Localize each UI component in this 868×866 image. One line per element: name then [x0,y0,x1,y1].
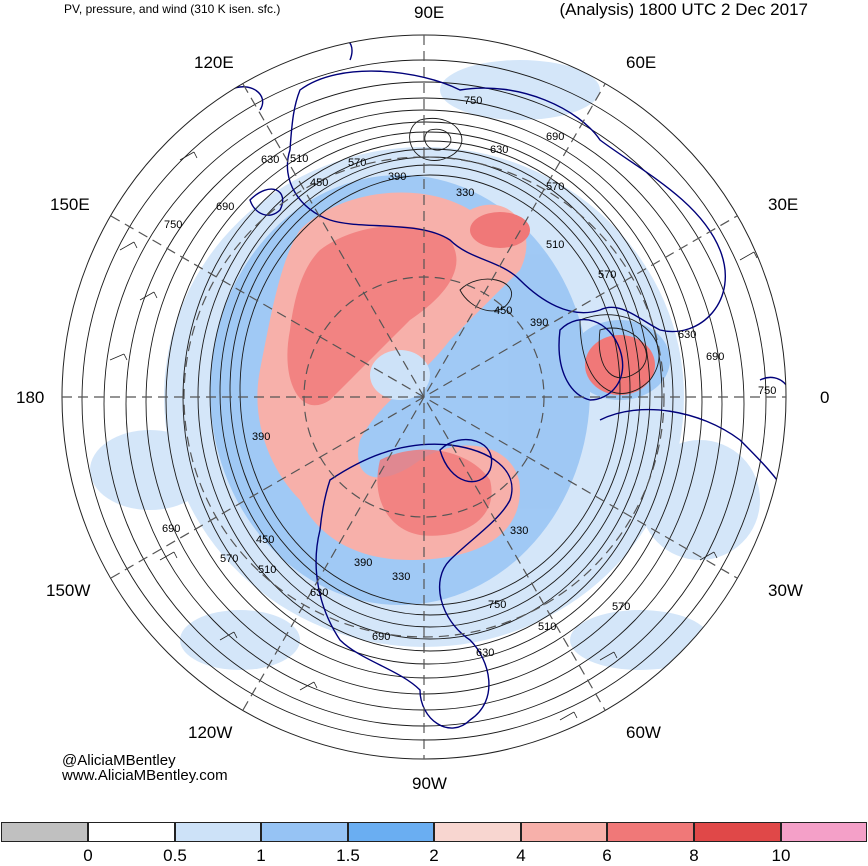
contour-label: 750 [464,95,482,107]
polar-map: 750 690 630 570 510 450 390 330 570 630 … [16,3,829,793]
contour-label: 390 [252,431,270,443]
contour-label: 630 [261,154,279,166]
lon-label-150e: 150E [50,195,90,214]
colorbar-bin [88,822,175,842]
coastlines [229,35,786,729]
contour-label: 510 [546,239,564,251]
contour-label: 390 [530,317,548,329]
lon-label-60e: 60E [626,53,656,72]
contour-label: 570 [220,553,238,565]
colorbar-tick-label: 0.5 [163,846,187,865]
contour-label: 570 [546,181,564,193]
colorbar-bin [521,822,607,842]
lon-label-30e: 30E [768,195,798,214]
colorbar-bin [694,822,781,842]
pv-field-high [257,192,655,560]
colorbar-tick-label: 4 [516,846,526,865]
colorbar-bin [781,822,867,842]
contour-label: 450 [494,305,512,317]
lon-label-180: 180 [16,388,44,407]
colorbar-tick-label: 0 [83,846,93,865]
colorbar-tick-label: 6 [602,846,612,865]
contour-label: 450 [310,177,328,189]
contour-label: 750 [758,385,776,397]
colorbar-bin [261,822,348,842]
map-title: PV, pressure, and wind (310 K isen. sfc.… [64,2,281,16]
colorbar-tick-label: 2 [429,846,439,865]
contour-label: 510 [258,564,276,576]
lon-label-90e: 90E [414,3,444,22]
contour-label: 690 [546,131,564,143]
credit-website: www.AliciaMBentley.com [62,767,228,784]
contour-label: 630 [476,647,494,659]
colorbar-tick-label: 10 [771,846,791,865]
contour-labels: 750 690 630 570 510 450 390 330 570 630 … [162,95,776,659]
contour-label: 570 [612,601,630,613]
contour-label: 510 [538,621,556,633]
colorbar-tick-label: 8 [689,846,699,865]
lon-label-60w: 60W [626,723,661,742]
contour-label: 510 [290,153,308,165]
colorbar-tick-label: 1 [256,846,266,865]
contour-label: 450 [256,534,274,546]
lon-label-150w: 150W [46,581,90,600]
contour-label: 630 [678,329,696,341]
contour-label: 390 [388,171,406,183]
contour-label: 330 [510,525,528,537]
contour-label: 330 [392,571,410,583]
lon-label-90w: 90W [412,774,447,793]
contour-label: 750 [164,219,182,231]
contour-label: 690 [162,523,180,535]
contour-label: 570 [598,269,616,281]
colorbar-bin [348,822,434,842]
colorbar-tick-label: 1.5 [336,846,360,865]
lon-label-30w: 30W [768,581,803,600]
colorbar: 0 0.5 1 1.5 2 4 6 8 10 [0,822,868,865]
lon-label-120e: 120E [194,53,234,72]
lon-label-0: 0 [820,388,829,407]
contour-label: 570 [348,157,366,169]
analysis-time: (Analysis) 1800 UTC 2 Dec 2017 [559,0,808,19]
lon-label-120w: 120W [188,723,232,742]
colorbar-bin [607,822,694,842]
colorbar-bin [1,822,88,842]
contour-label: 630 [310,587,328,599]
graticule [62,35,786,759]
colorbar-bin [175,822,261,842]
credit-twitter: @AliciaMBentley [62,752,176,769]
contour-label: 390 [354,557,372,569]
contour-label: 630 [490,144,508,156]
contour-label: 690 [706,351,724,363]
contour-label: 690 [216,201,234,213]
colorbar-bin [434,822,521,842]
contour-label: 330 [456,187,474,199]
longitude-labels: 90E 60E 30E 0 30W 60W 90W 120W 150W 180 … [16,3,829,793]
contour-label: 750 [488,599,506,611]
contour-label: 690 [372,631,390,643]
